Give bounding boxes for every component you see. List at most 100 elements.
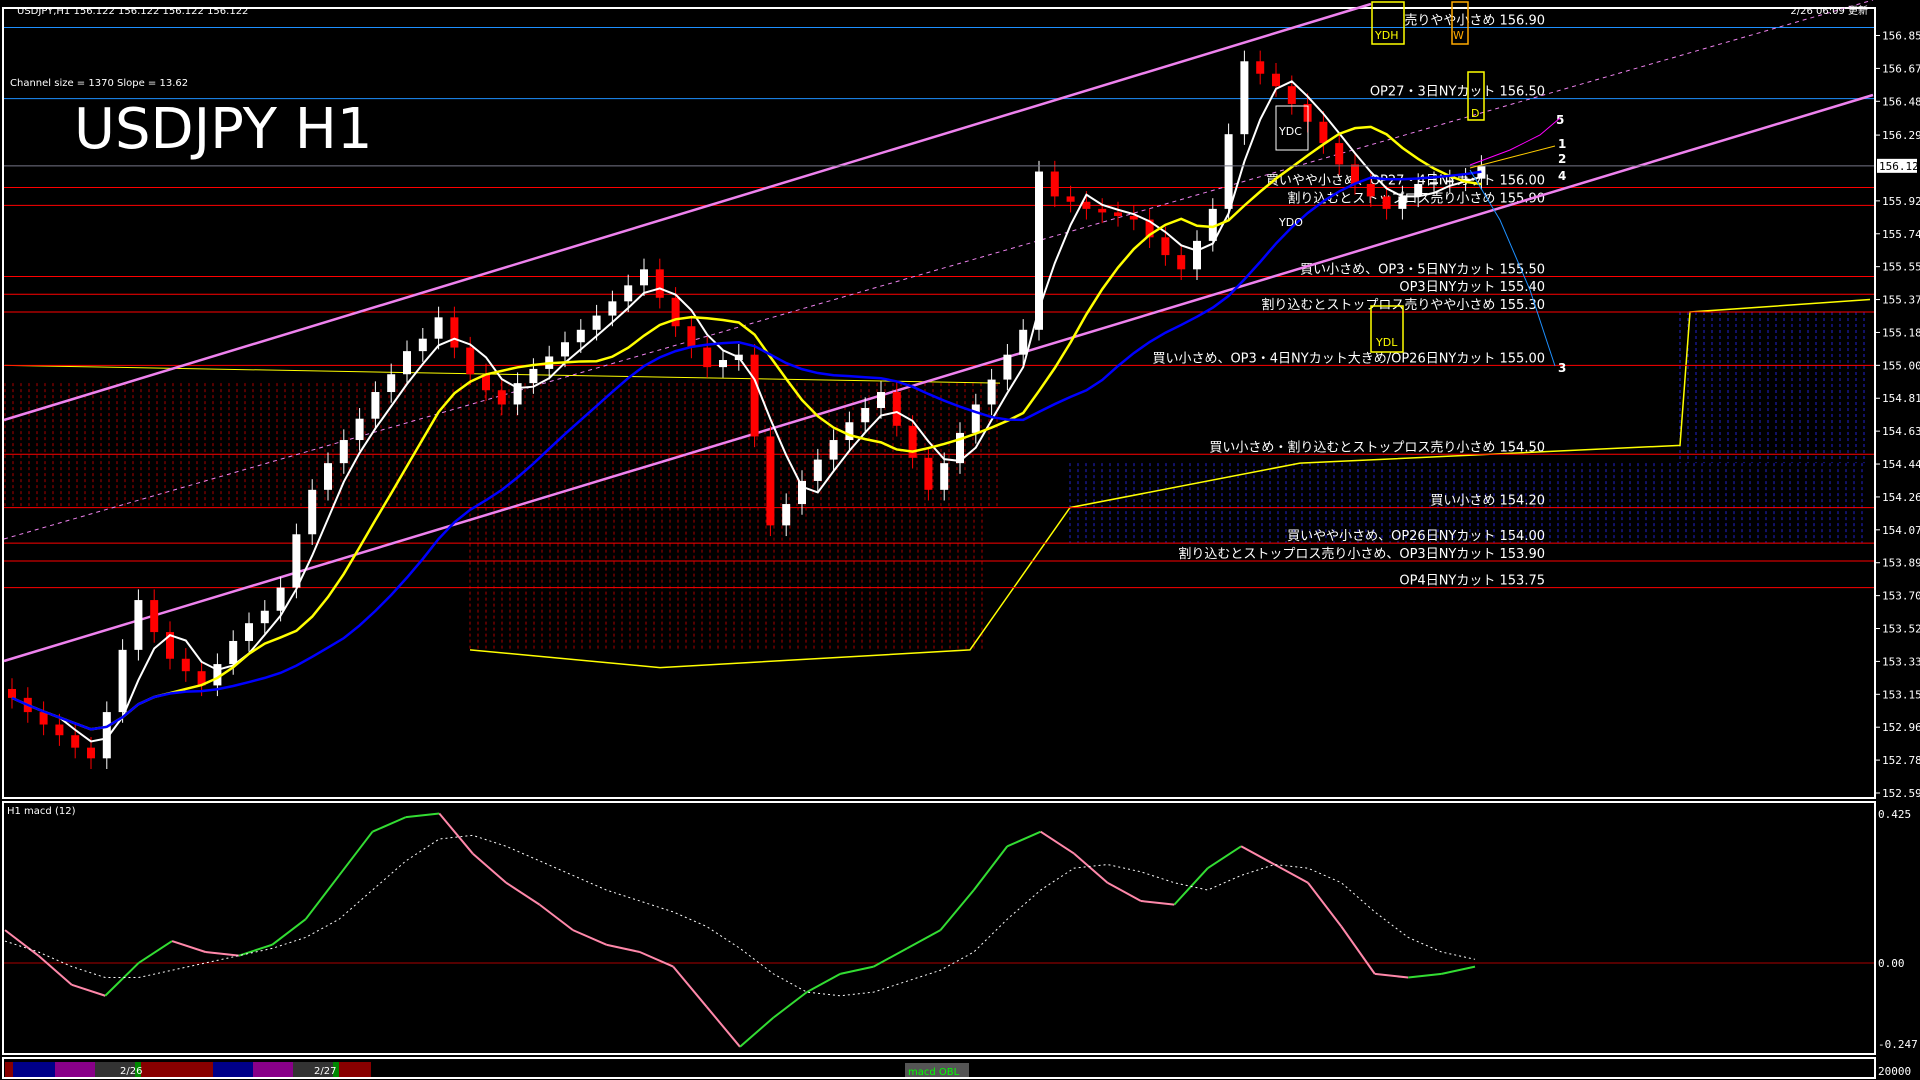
- candle-body: [1335, 143, 1344, 165]
- macd-signal-line: [4, 834, 1476, 997]
- projection-4: 4: [1558, 169, 1566, 183]
- candle-body: [1461, 178, 1470, 181]
- price-axis[interactable]: 156.855 156.670 156.485 156.295 155.925 155.7…: [4, 30, 1920, 801]
- macd-segment: [639, 951, 674, 968]
- macd-segment: [739, 1016, 775, 1048]
- macd-segment: [973, 845, 1009, 891]
- candle-body: [1177, 255, 1186, 270]
- candle-body: [134, 600, 143, 650]
- indicator-tag[interactable]: macd OBL: [908, 1067, 960, 1078]
- macd-tick-label: 0.00: [1878, 957, 1905, 970]
- macd-segment: [271, 918, 307, 946]
- candle-body: [655, 269, 664, 298]
- candle-body: [1050, 171, 1059, 197]
- macd-segment: [1408, 972, 1442, 979]
- candle-body: [561, 342, 569, 357]
- candle-body: [845, 422, 854, 441]
- date-label-2-27: 2/27: [314, 1066, 336, 1077]
- macd-tick-label: 0.425: [1878, 808, 1911, 821]
- candle-body: [1145, 219, 1154, 238]
- macd-segment: [338, 831, 374, 877]
- macd-segment: [1340, 925, 1376, 975]
- level-label: 割り込むとストップロス売りやや小さめ 155.30: [1261, 297, 1545, 313]
- price-tick-label: 156.670: [1882, 62, 1920, 75]
- level-label: 買い小さめ・割り込むとストップロス売り小さめ 154.50: [1209, 439, 1545, 455]
- candle-body: [877, 392, 885, 409]
- candle-body: [1193, 240, 1201, 270]
- chart-header: USDJPY,H1 156.122 156.122 156.122 156.12…: [17, 6, 248, 17]
- macd-segment: [840, 965, 874, 975]
- ydl-box: [1370, 305, 1404, 353]
- candle-body: [497, 390, 506, 405]
- level-label: 買い小さめ、OP3・5日NYカット 155.50: [1300, 262, 1545, 277]
- candle-body: [703, 347, 712, 368]
- macd-indicator: 0.425 0.00 -0.247: [4, 808, 1918, 1051]
- macd-segment: [304, 874, 340, 920]
- projection-1: 1: [1558, 137, 1566, 151]
- level-label: 買いやや小さめ、OP26日NYカット 154.00: [1287, 529, 1545, 544]
- macd-pane-label: H1 macd (12): [7, 806, 76, 817]
- moving-averages: [11, 80, 1482, 743]
- candle-body: [39, 712, 48, 725]
- channel-middle: [3, 0, 1874, 540]
- ichimoku-cloud: [4, 298, 1871, 669]
- candle-body: [355, 418, 364, 441]
- price-tick-label: 154.075: [1882, 524, 1920, 537]
- projection-2: 2: [1558, 152, 1566, 166]
- candle-body: [1430, 182, 1438, 184]
- price-tick-label: 153.705: [1882, 590, 1920, 603]
- macd-segment: [1040, 830, 1075, 855]
- level-label: OP3日NYカット 155.40: [1399, 280, 1545, 295]
- w-box: [1451, 1, 1469, 45]
- macd-tick-label: -0.247: [1878, 1038, 1918, 1051]
- macd-segment: [1307, 882, 1343, 928]
- candle-body: [229, 640, 238, 665]
- level-label: OP4日NYカット 153.75: [1399, 574, 1545, 589]
- level-label: 買い小さめ、OP3・4日NYカット大きめ/OP26日NYカット 155.00: [1152, 351, 1545, 366]
- level-label: 買い小さめ 154.20: [1430, 494, 1545, 509]
- macd-segment: [606, 943, 640, 953]
- candle-body: [1366, 183, 1375, 197]
- projection-line-5: [1469, 117, 1561, 166]
- macd-segment: [1207, 845, 1242, 869]
- candle-body: [166, 632, 174, 659]
- ma-slow: [11, 170, 1482, 731]
- macd-segment: [205, 951, 239, 957]
- candle-body: [276, 587, 285, 611]
- candle-body: [1035, 171, 1043, 330]
- regression-channel: [3, 0, 1874, 663]
- candle-body: [576, 329, 585, 343]
- candle-body: [1129, 215, 1138, 220]
- candle-body: [403, 351, 411, 375]
- candle-body: [308, 489, 317, 535]
- candle-body: [371, 392, 380, 419]
- channel-lower: [3, 93, 1874, 663]
- level-label: OP27・3日NYカット 156.50: [1370, 85, 1545, 100]
- macd-segment: [806, 973, 841, 993]
- price-tick-label: 156.295: [1882, 129, 1920, 142]
- candle-body: [971, 404, 980, 433]
- level-label: 割り込むとストップロス売り小さめ 155.90: [1287, 190, 1545, 206]
- price-tick-label: 155.555: [1882, 261, 1920, 274]
- macd-segment: [1441, 965, 1476, 975]
- projection-line-3: [1469, 169, 1556, 367]
- macd-segment: [138, 940, 173, 964]
- candle-body: [1240, 61, 1249, 135]
- d-box: [1467, 71, 1485, 121]
- price-levels: 売りやや小さめ 156.90 OP27・3日NYカット 156.50 買いやや小さめ…: [4, 12, 1874, 589]
- date-label-2-26: 2/26: [120, 1066, 142, 1077]
- macd-segment: [405, 812, 440, 819]
- ydo-marker: YDO: [1278, 216, 1303, 229]
- projection-5: 5: [1556, 113, 1564, 127]
- candle-body: [324, 463, 332, 490]
- level-label: 買いやや小さめ、OP27・4日NYカット 156.00: [1266, 174, 1545, 189]
- ydl-marker: YDL: [1375, 336, 1398, 349]
- price-tick-label: 155.000: [1882, 359, 1920, 372]
- candle-body: [782, 504, 791, 526]
- price-tick-label: 155.740: [1882, 228, 1920, 241]
- macd-segment: [4, 929, 40, 957]
- candle-body: [181, 658, 190, 672]
- candle-body: [1003, 354, 1012, 380]
- projection-3: 3: [1558, 361, 1566, 375]
